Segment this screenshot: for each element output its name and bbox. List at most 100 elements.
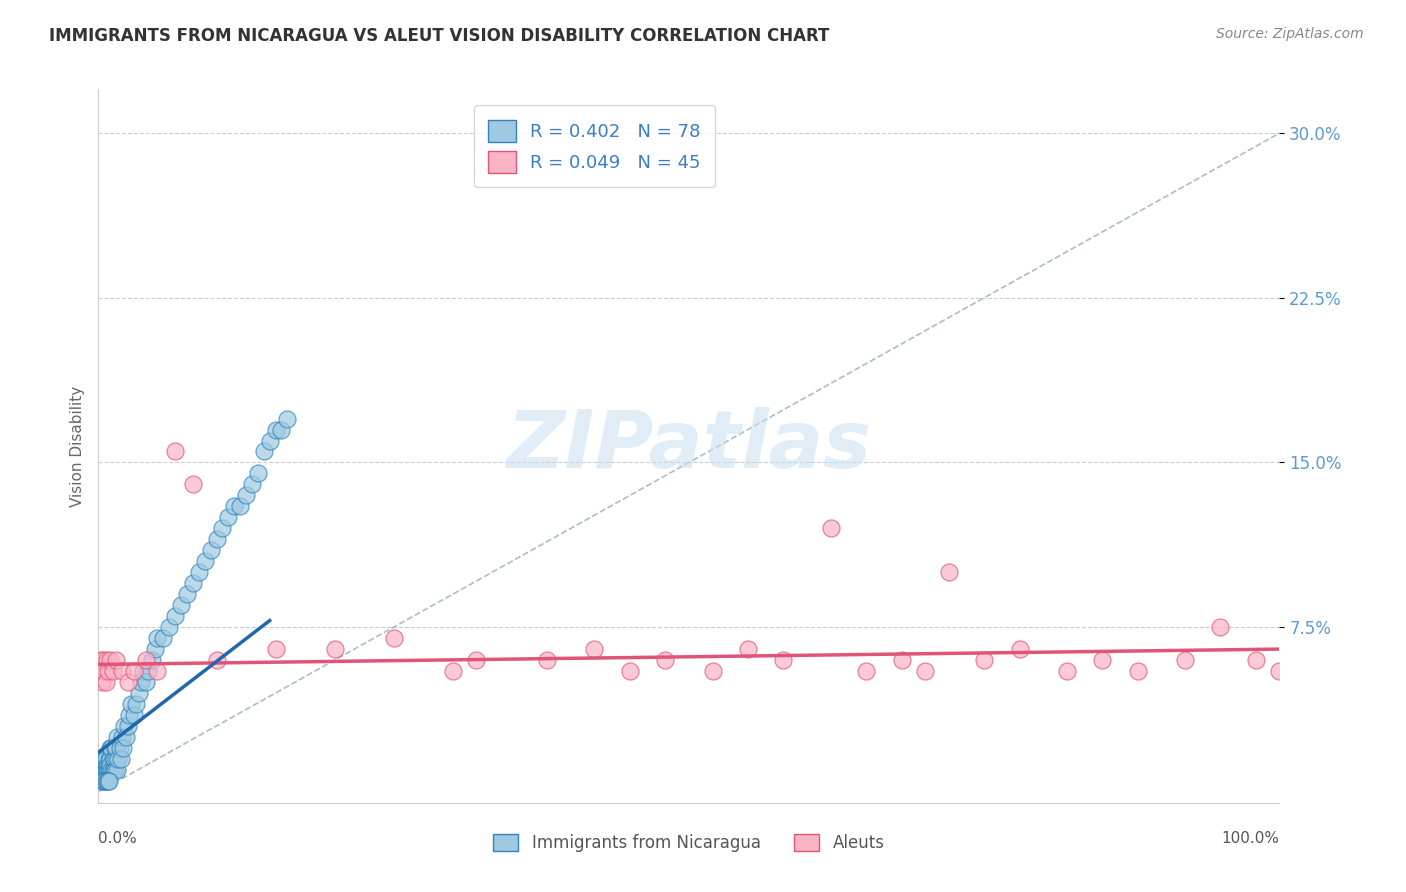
Point xyxy=(1244,653,1267,667)
Point xyxy=(105,752,128,766)
Point xyxy=(128,686,150,700)
Point xyxy=(194,554,217,568)
Point xyxy=(276,411,298,425)
Point xyxy=(1056,664,1078,678)
Point xyxy=(94,752,117,766)
Point xyxy=(465,653,488,667)
Point xyxy=(93,664,115,678)
Point xyxy=(246,467,269,481)
Point xyxy=(93,752,115,766)
Point xyxy=(583,642,606,657)
Point xyxy=(1091,653,1114,667)
Point xyxy=(101,752,124,766)
Point xyxy=(382,631,405,645)
Point xyxy=(98,752,121,766)
Point xyxy=(205,533,228,547)
Point xyxy=(96,653,118,667)
Point xyxy=(270,423,292,437)
Point xyxy=(135,653,157,667)
Point xyxy=(205,653,228,667)
Point xyxy=(91,773,114,788)
Point xyxy=(105,740,128,755)
Point xyxy=(136,664,159,678)
Point xyxy=(264,642,287,657)
Point xyxy=(229,500,252,514)
Point xyxy=(93,763,115,777)
Point xyxy=(98,758,121,772)
Point xyxy=(152,631,174,645)
Point xyxy=(118,708,141,723)
Point xyxy=(165,444,187,458)
Point xyxy=(104,763,127,777)
Point xyxy=(820,521,842,535)
Point xyxy=(94,675,117,690)
Point xyxy=(90,653,112,667)
Point xyxy=(181,576,204,591)
Point xyxy=(97,773,120,788)
Point xyxy=(97,763,120,777)
Point xyxy=(110,752,132,766)
Point xyxy=(536,653,558,667)
Text: Source: ZipAtlas.com: Source: ZipAtlas.com xyxy=(1216,27,1364,41)
Point xyxy=(121,697,143,711)
Point xyxy=(96,773,118,788)
Point xyxy=(914,664,936,678)
Point xyxy=(122,708,145,723)
Point xyxy=(91,664,114,678)
Point xyxy=(170,598,193,612)
Text: ZIPatlas: ZIPatlas xyxy=(506,407,872,485)
Point xyxy=(654,653,676,667)
Point xyxy=(1174,653,1197,667)
Point xyxy=(181,477,204,491)
Point xyxy=(323,642,346,657)
Point xyxy=(111,664,134,678)
Y-axis label: Vision Disability: Vision Disability xyxy=(69,385,84,507)
Point xyxy=(938,566,960,580)
Point xyxy=(91,763,114,777)
Point xyxy=(112,740,135,755)
Point xyxy=(702,664,724,678)
Point xyxy=(132,664,155,678)
Point xyxy=(890,653,912,667)
Point xyxy=(91,773,114,788)
Point xyxy=(157,620,180,634)
Point xyxy=(176,587,198,601)
Point xyxy=(105,730,128,744)
Point xyxy=(105,653,128,667)
Text: IMMIGRANTS FROM NICARAGUA VS ALEUT VISION DISABILITY CORRELATION CHART: IMMIGRANTS FROM NICARAGUA VS ALEUT VISIO… xyxy=(49,27,830,45)
Point xyxy=(1126,664,1149,678)
Point xyxy=(112,719,135,733)
Point xyxy=(94,763,117,777)
Point xyxy=(98,763,121,777)
Point xyxy=(98,763,121,777)
Point xyxy=(619,664,641,678)
Point xyxy=(253,444,276,458)
Point xyxy=(129,675,152,690)
Point xyxy=(101,763,124,777)
Point xyxy=(91,763,114,777)
Text: 100.0%: 100.0% xyxy=(1222,831,1279,847)
Text: 0.0%: 0.0% xyxy=(98,831,138,847)
Point xyxy=(973,653,995,667)
Point xyxy=(98,752,121,766)
Point xyxy=(235,488,257,502)
Point xyxy=(1209,620,1232,634)
Point xyxy=(108,740,131,755)
Point xyxy=(211,521,233,535)
Point xyxy=(105,763,128,777)
Point xyxy=(855,664,877,678)
Point xyxy=(98,740,121,755)
Point xyxy=(100,740,122,755)
Point xyxy=(96,758,118,772)
Point xyxy=(125,697,148,711)
Point xyxy=(259,434,281,448)
Point xyxy=(100,763,122,777)
Point xyxy=(122,664,145,678)
Point xyxy=(111,730,134,744)
Point xyxy=(107,752,129,766)
Point xyxy=(165,609,187,624)
Point xyxy=(772,653,794,667)
Point xyxy=(224,500,246,514)
Point xyxy=(135,675,157,690)
Point xyxy=(146,631,169,645)
